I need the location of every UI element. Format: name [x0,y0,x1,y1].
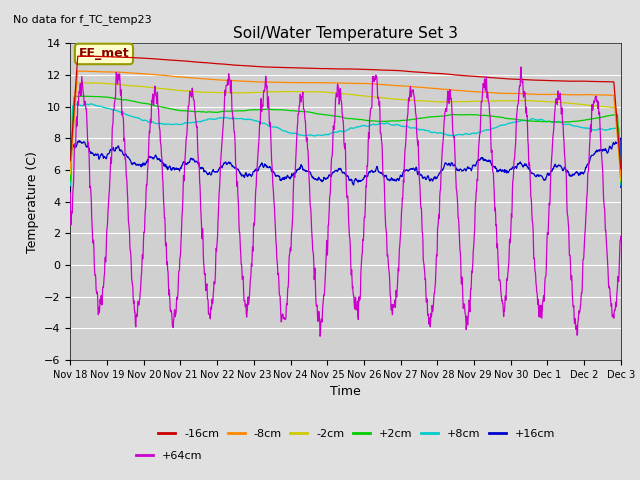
Legend: +64cm: +64cm [132,446,207,465]
Title: Soil/Water Temperature Set 3: Soil/Water Temperature Set 3 [233,25,458,41]
Text: No data for f_TC_temp23: No data for f_TC_temp23 [13,14,152,25]
Text: EE_met: EE_met [79,48,129,60]
X-axis label: Time: Time [330,385,361,398]
Y-axis label: Temperature (C): Temperature (C) [26,151,38,252]
